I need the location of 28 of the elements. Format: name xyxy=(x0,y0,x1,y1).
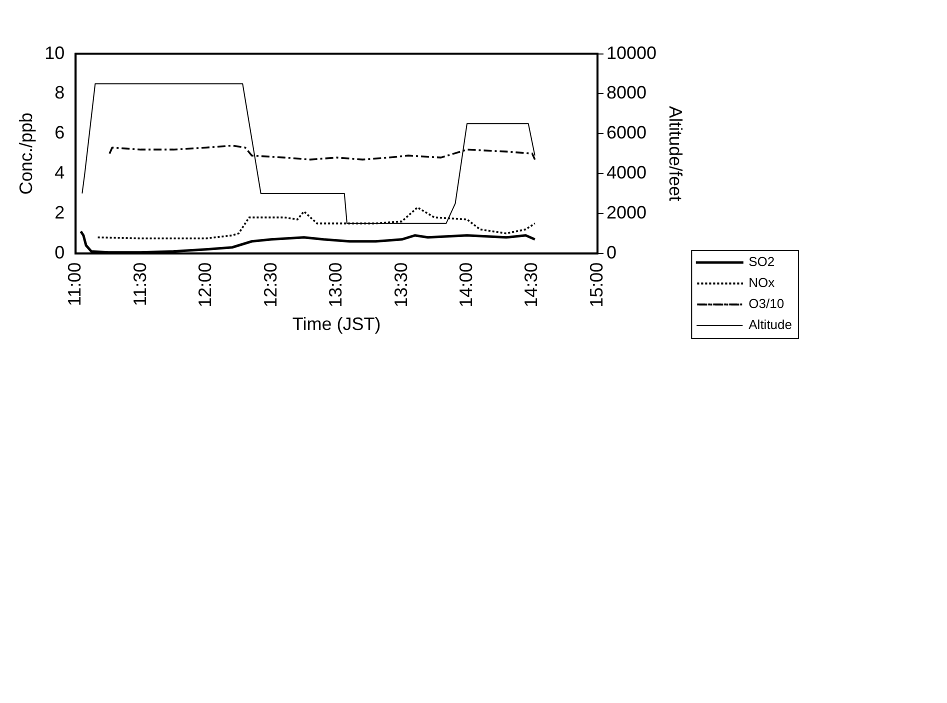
legend-label: SO2 xyxy=(748,254,775,270)
x-tick-label: 13:30 xyxy=(390,262,411,308)
y2-tick-label: 10000 xyxy=(606,42,657,63)
legend-label: Altitude xyxy=(748,317,792,332)
y2-tick-label: 6000 xyxy=(606,122,647,143)
x-tick-label: 12:00 xyxy=(195,262,216,308)
y2-tick-label: 0 xyxy=(606,242,616,262)
x-tick-label: 13:00 xyxy=(326,262,346,308)
x-axis-title: Time (JST) xyxy=(292,314,381,334)
y-tick-label: 6 xyxy=(54,122,65,143)
x-tick-label: 11:30 xyxy=(130,262,150,306)
y2-axis-title: Altitude/feet xyxy=(665,106,686,202)
y-tick-label: 8 xyxy=(54,82,65,103)
y-tick-label: 2 xyxy=(54,202,65,222)
y-tick-label: 4 xyxy=(54,162,65,182)
x-tick-label: 11:00 xyxy=(64,262,85,306)
x-tick-label: 14:30 xyxy=(521,262,542,308)
legend-label: NOx xyxy=(748,275,776,290)
y-axis-title: Conc./ppb xyxy=(16,112,36,195)
y2-tick-label: 4000 xyxy=(606,162,647,182)
x-tick-label: 15:00 xyxy=(586,262,606,308)
legend-label: O3/10 xyxy=(748,296,784,312)
x-tick-label: 12:30 xyxy=(260,262,280,308)
y-tick-label: 0 xyxy=(54,242,65,262)
y2-tick-label: 8000 xyxy=(606,82,647,103)
y-tick-label: 10 xyxy=(44,42,65,63)
x-tick-label: 14:00 xyxy=(456,262,476,308)
y2-tick-label: 2000 xyxy=(606,202,647,222)
